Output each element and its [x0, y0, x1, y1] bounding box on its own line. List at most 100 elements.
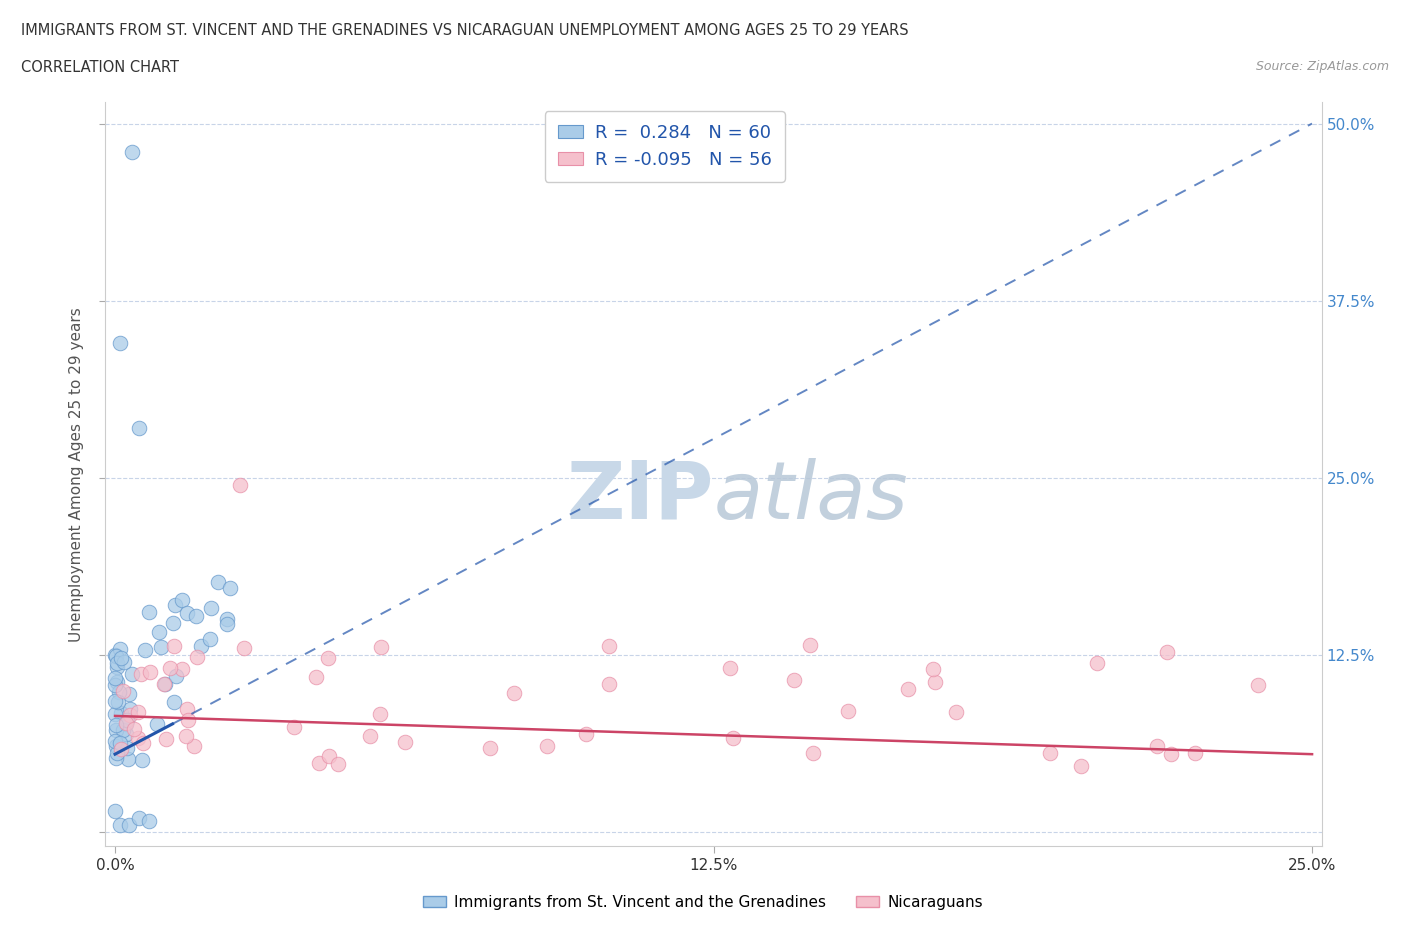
Point	[924, 674, 946, 689]
Text: IMMIGRANTS FROM ST. VINCENT AND THE GRENADINES VS NICARAGUAN UNEMPLOYMENT AMONG : IMMIGRANTS FROM ST. VINCENT AND THE GREN…	[21, 23, 908, 38]
Point	[155, 731, 177, 746]
Point	[104, 804, 127, 818]
Point	[104, 678, 127, 693]
Point	[200, 601, 222, 616]
Point	[783, 672, 806, 687]
Point	[104, 707, 127, 722]
Point	[598, 676, 620, 691]
Point	[190, 638, 212, 653]
Point	[104, 647, 127, 662]
Point	[138, 604, 160, 619]
Point	[110, 642, 132, 657]
Point	[922, 661, 945, 676]
Point	[107, 746, 129, 761]
Point	[108, 684, 131, 699]
Point	[115, 715, 138, 730]
Text: Source: ZipAtlas.com: Source: ZipAtlas.com	[1256, 60, 1389, 73]
Point	[155, 676, 177, 691]
Point	[104, 733, 127, 748]
Point	[283, 720, 305, 735]
Point	[200, 631, 222, 646]
Legend: R =  0.284   N = 60, R = -0.095   N = 56: R = 0.284 N = 60, R = -0.095 N = 56	[546, 112, 785, 181]
Point	[945, 704, 967, 719]
Point	[105, 738, 128, 753]
Point	[128, 420, 150, 435]
Point	[232, 641, 254, 656]
Point	[108, 336, 131, 351]
Point	[184, 608, 207, 623]
Point	[115, 740, 138, 755]
Point	[1156, 644, 1178, 659]
Point	[163, 639, 186, 654]
Point	[897, 682, 920, 697]
Point	[186, 650, 208, 665]
Point	[138, 814, 160, 829]
Y-axis label: Unemployment Among Ages 25 to 29 years: Unemployment Among Ages 25 to 29 years	[69, 307, 84, 642]
Point	[217, 617, 239, 631]
Point	[574, 726, 596, 741]
Point	[105, 723, 128, 737]
Point	[111, 684, 134, 698]
Point	[308, 755, 330, 770]
Point	[1146, 738, 1168, 753]
Point	[162, 616, 184, 631]
Point	[174, 728, 197, 743]
Point	[718, 661, 741, 676]
Point	[146, 716, 169, 731]
Point	[118, 817, 141, 832]
Point	[837, 703, 859, 718]
Point	[1039, 746, 1062, 761]
Point	[153, 676, 176, 691]
Point	[318, 749, 340, 764]
Point	[165, 597, 187, 612]
Point	[131, 752, 153, 767]
Point	[159, 660, 181, 675]
Point	[104, 671, 127, 685]
Point	[150, 640, 173, 655]
Point	[177, 712, 200, 727]
Point	[105, 718, 128, 733]
Point	[110, 736, 132, 751]
Point	[148, 625, 170, 640]
Point	[1184, 746, 1206, 761]
Point	[115, 713, 138, 728]
Point	[163, 694, 186, 709]
Point	[1160, 747, 1182, 762]
Point	[165, 669, 187, 684]
Point	[1085, 656, 1108, 671]
Point	[328, 757, 350, 772]
Point	[359, 728, 381, 743]
Point	[127, 730, 149, 745]
Point	[111, 723, 134, 737]
Point	[110, 651, 132, 666]
Text: CORRELATION CHART: CORRELATION CHART	[21, 60, 179, 75]
Point	[128, 811, 150, 826]
Point	[176, 605, 198, 620]
Point	[118, 707, 141, 722]
Point	[115, 726, 138, 741]
Point	[503, 685, 526, 700]
Point	[1070, 758, 1092, 773]
Point	[721, 730, 744, 745]
Point	[228, 477, 250, 492]
Point	[218, 580, 240, 595]
Legend: Immigrants from St. Vincent and the Grenadines, Nicaraguans: Immigrants from St. Vincent and the Gren…	[416, 887, 990, 918]
Point	[170, 662, 193, 677]
Point	[105, 675, 128, 690]
Point	[799, 638, 821, 653]
Point	[183, 738, 205, 753]
Point	[121, 144, 143, 159]
Point	[134, 643, 156, 658]
Point	[118, 687, 141, 702]
Point	[139, 665, 162, 680]
Point	[108, 817, 131, 832]
Point	[105, 649, 128, 664]
Point	[215, 612, 238, 627]
Point	[110, 706, 132, 721]
Point	[370, 706, 392, 721]
Point	[120, 702, 142, 717]
Text: atlas: atlas	[713, 458, 908, 536]
Point	[112, 655, 135, 670]
Point	[129, 666, 152, 681]
Point	[105, 656, 128, 671]
